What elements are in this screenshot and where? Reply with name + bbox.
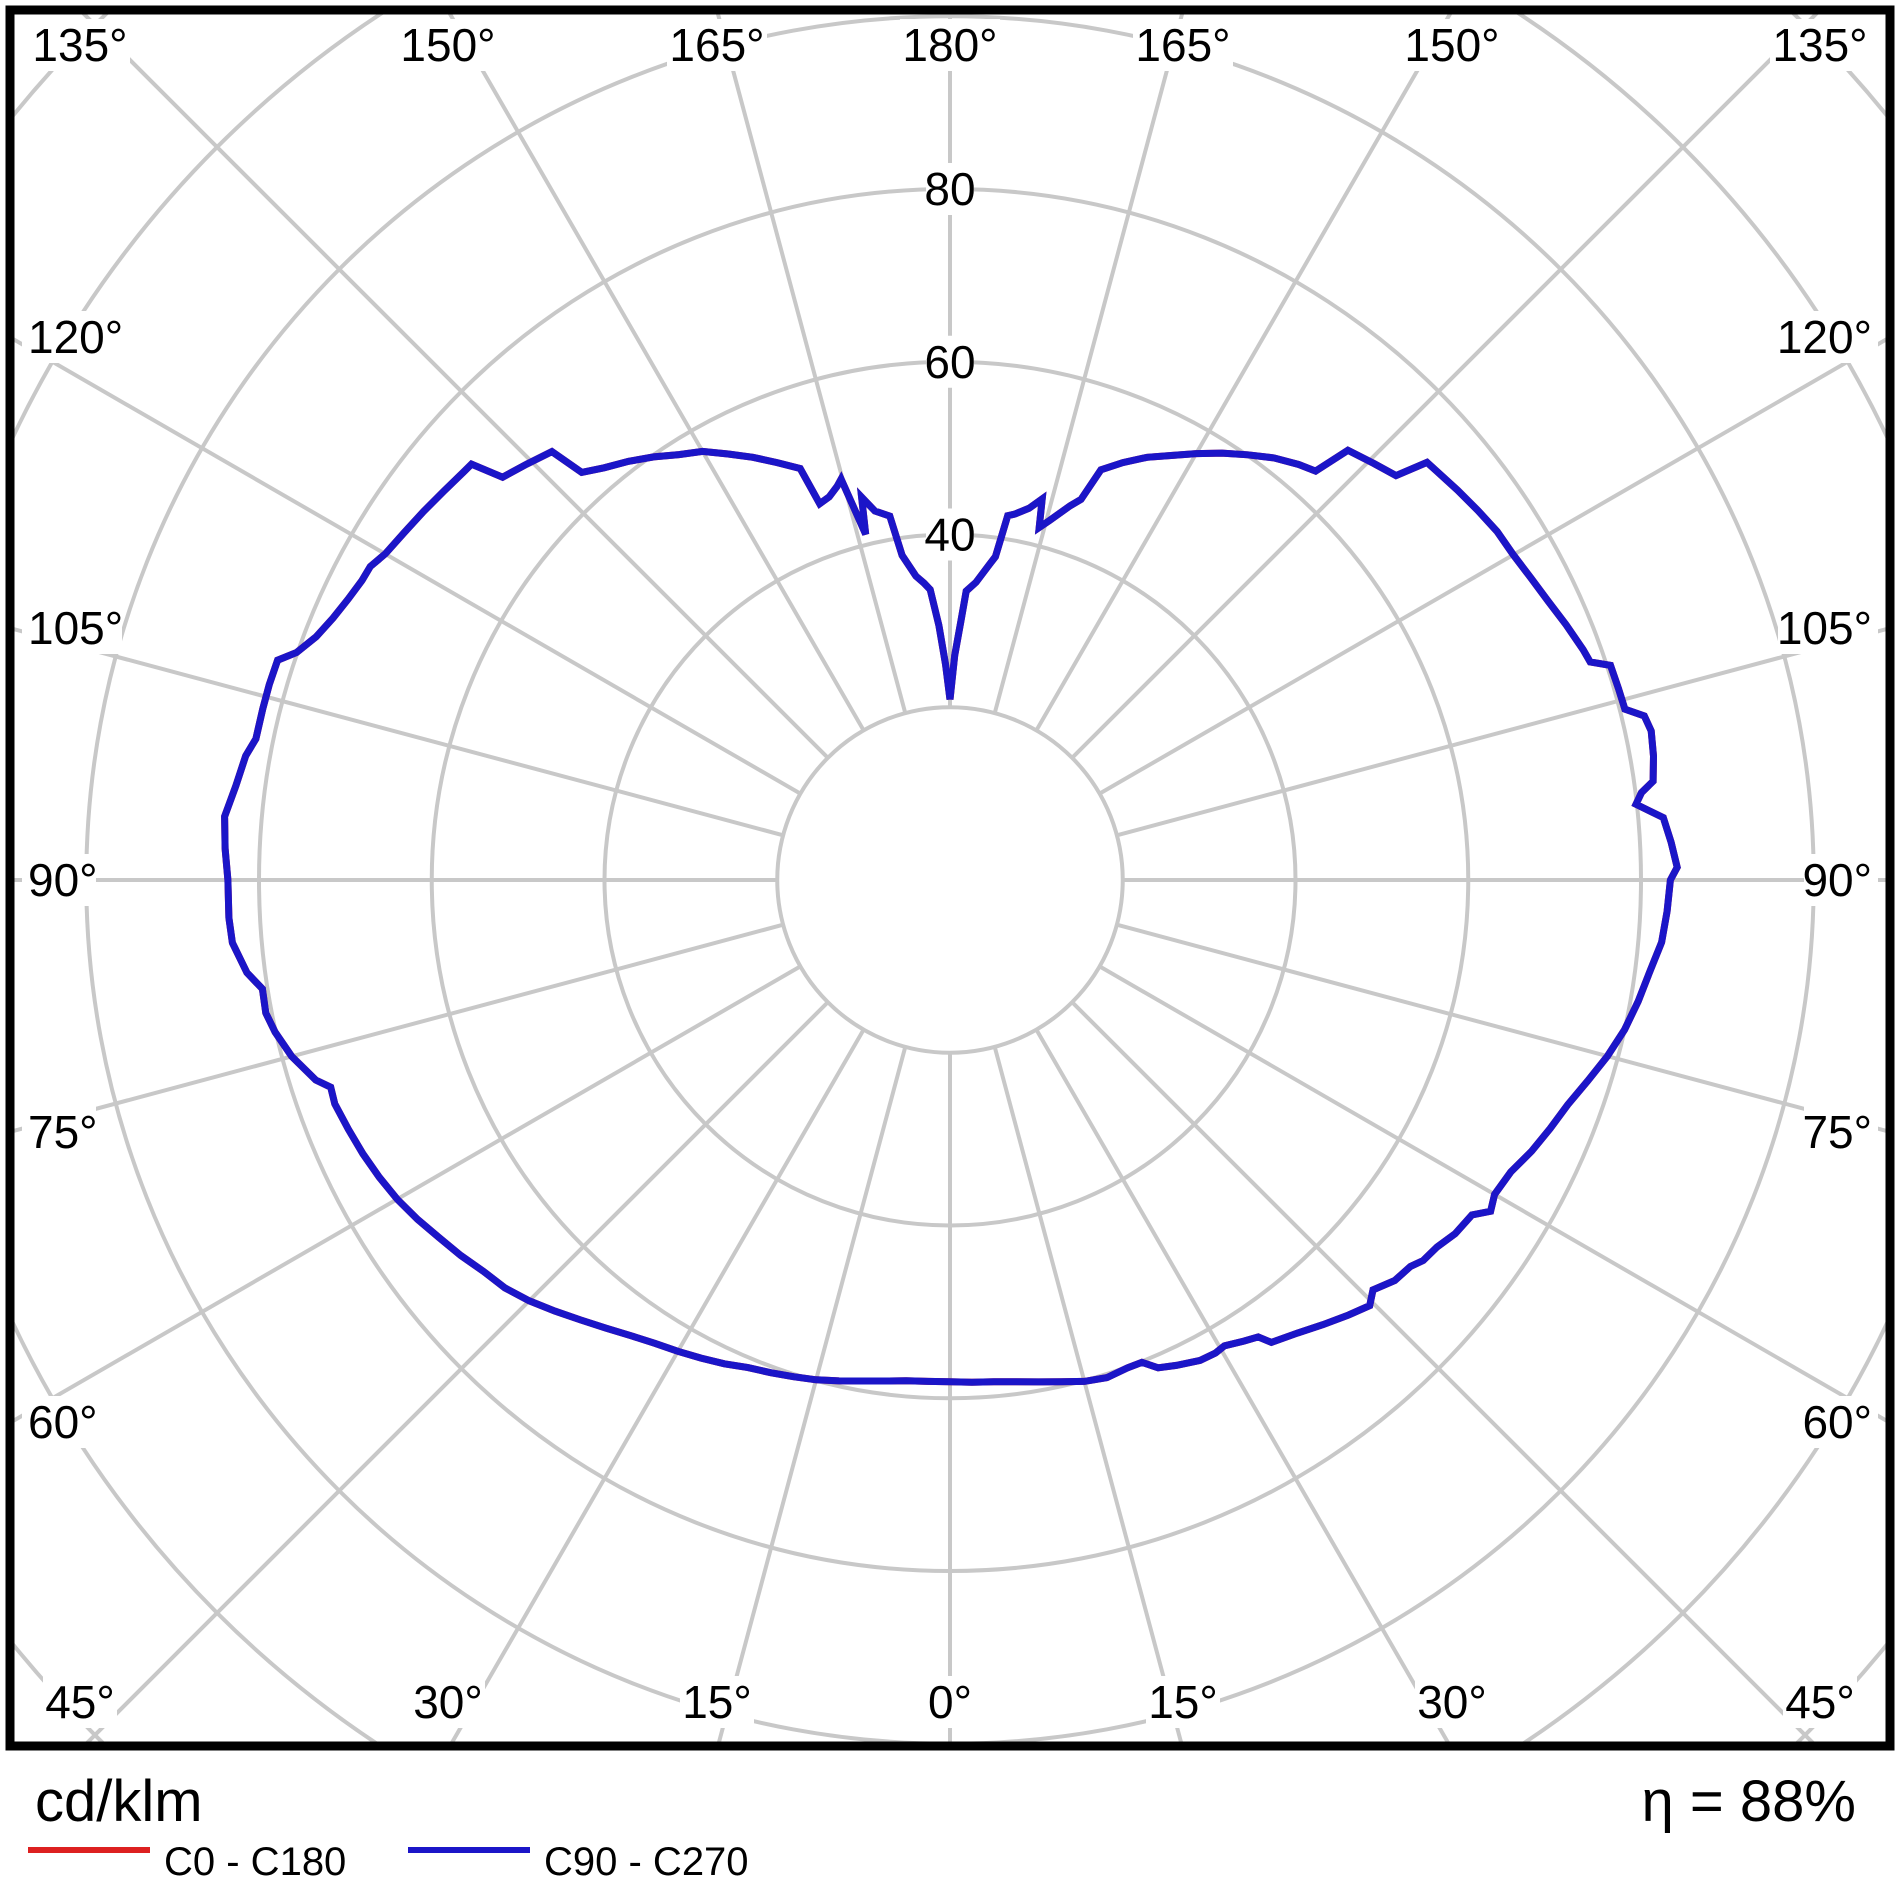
curve-c90-c270	[221, 446, 1681, 1386]
angle-label-bottom-mask	[1146, 1676, 1220, 1728]
angle-label-right: 90°	[1802, 854, 1872, 906]
angle-label-bottom-mask	[1415, 1676, 1489, 1728]
unit-label: cd/klm	[35, 1769, 203, 1834]
angle-grid-spoke	[14, 922, 784, 1133]
angle-label-top-mask	[667, 19, 767, 71]
angle-grid-spoke	[81, 14, 830, 760]
light-output-ratio-label: η = 88%	[1641, 1769, 1856, 1834]
angle-grid-spoke	[1070, 1000, 1815, 1742]
radial-value-label: 60	[924, 336, 975, 388]
radial-value-label: 40	[924, 509, 975, 561]
angle-grid-spoke	[14, 964, 802, 1423]
angle-label-right-mask	[1804, 854, 1878, 906]
polar-plot-canvas: 40 60 80 135° 150° 165° 180° 165° 150° 135° 45° 30°…	[5, 5, 1895, 1751]
angle-label-left-mask	[22, 602, 122, 654]
angle-grid-spoke	[14, 337, 802, 796]
angle-grid-spoke	[1034, 14, 1453, 732]
angle-label-bottom-mask	[680, 1676, 754, 1728]
angle-label-top-mask	[1133, 19, 1233, 71]
angle-label-left: 60°	[28, 1396, 98, 1448]
angle-grid-spoke	[1034, 1028, 1450, 1742]
legend-line-c90-c270	[408, 1847, 530, 1853]
angle-label-bottom-mask	[411, 1676, 485, 1728]
angle-grid-spoke	[1116, 627, 1886, 838]
radial-value-label-mask	[926, 335, 974, 388]
angle-label-left-mask	[22, 1396, 96, 1448]
angle-label-left: 120°	[28, 311, 123, 363]
angle-label-right: 105°	[1777, 602, 1872, 654]
radial-value-label-mask	[926, 508, 974, 561]
angle-label-bottom: 30°	[413, 1676, 483, 1728]
angle-label-right: 60°	[1802, 1396, 1872, 1448]
angle-grid-spoke	[1098, 964, 1886, 1423]
angle-grid-spoke	[14, 627, 784, 838]
angle-label-top: 165°	[669, 19, 764, 71]
angle-label-left: 75°	[28, 1106, 98, 1158]
angle-label-left: 90°	[28, 854, 98, 906]
angle-label-right-mask	[1778, 602, 1878, 654]
angle-label-bottom: 15°	[682, 1676, 752, 1728]
radial-value-label: 80	[924, 163, 975, 215]
angle-label-right-mask	[1778, 311, 1878, 363]
angle-label-bottom: 45°	[45, 1676, 115, 1728]
angle-label-top-mask	[900, 19, 1000, 71]
angle-label-right: 120°	[1777, 311, 1872, 363]
radial-value-label-mask	[926, 163, 974, 215]
legend-label-c0-c180: C0 - C180	[164, 1840, 347, 1884]
angle-label-top-mask	[1402, 19, 1502, 71]
angle-label-top: 135°	[1772, 19, 1867, 71]
angle-label-left-mask	[22, 311, 122, 363]
angle-label-left-mask	[22, 1106, 96, 1158]
angle-label-top: 165°	[1135, 19, 1230, 71]
angle-label-left-mask	[22, 854, 96, 906]
angle-label-left: 105°	[28, 602, 123, 654]
angle-label-top-mask	[1770, 19, 1870, 71]
angle-label-top: 180°	[902, 19, 997, 71]
angle-label-top: 135°	[32, 19, 127, 71]
angle-label-bottom: 0°	[928, 1676, 972, 1728]
legend-line-c0-c180	[28, 1847, 150, 1853]
angle-grid-spoke	[450, 1028, 866, 1742]
angle-grid-spoke	[447, 14, 866, 732]
angle-label-bottom-mask	[1783, 1676, 1857, 1728]
plot-frame	[5, 5, 1895, 1751]
legend-label-c90-c270: C90 - C270	[544, 1840, 749, 1884]
angle-label-top: 150°	[1404, 19, 1499, 71]
angle-label-bottom-mask	[43, 1676, 117, 1728]
angle-label-right: 75°	[1802, 1106, 1872, 1158]
angle-label-bottom-mask	[926, 1676, 974, 1728]
angle-grid-spoke	[1098, 337, 1886, 796]
angle-label-top-mask	[30, 19, 130, 71]
angle-label-bottom: 30°	[1417, 1676, 1487, 1728]
angle-label-bottom: 15°	[1148, 1676, 1218, 1728]
angle-label-right-mask	[1804, 1396, 1878, 1448]
angle-grid-spoke	[1070, 14, 1819, 760]
angle-grid-spoke	[85, 1000, 830, 1742]
angle-label-bottom: 45°	[1785, 1676, 1855, 1728]
angle-grid-spoke	[992, 14, 1185, 714]
angle-grid-spoke	[1116, 922, 1886, 1133]
angle-label-top: 150°	[400, 19, 495, 71]
angle-label-top-mask	[398, 19, 498, 71]
angle-label-right-mask	[1804, 1106, 1878, 1158]
